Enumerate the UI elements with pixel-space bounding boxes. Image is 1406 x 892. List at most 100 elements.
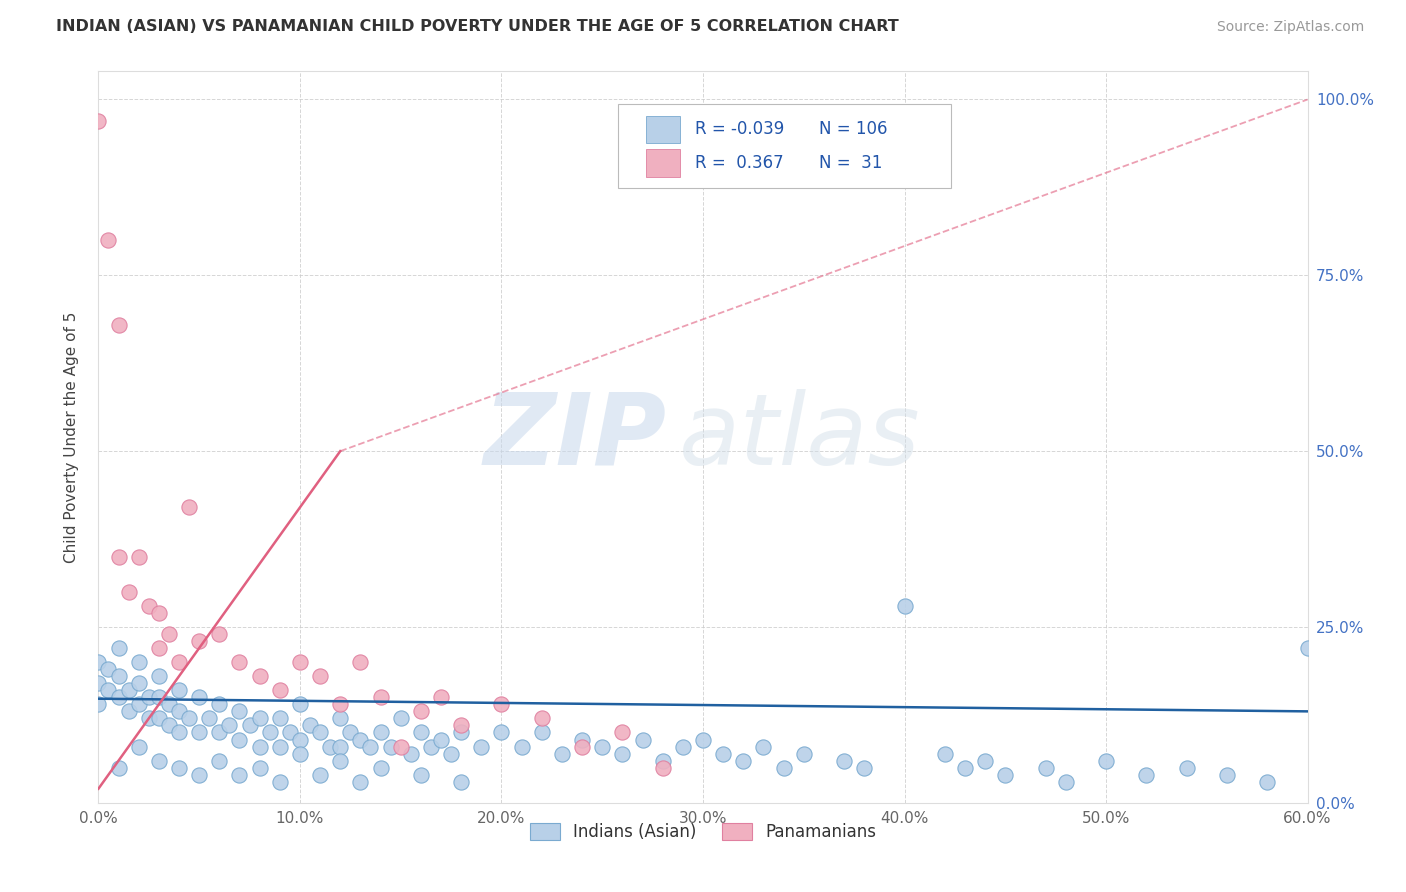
Point	[97, 683, 120, 698]
Point	[591, 739, 613, 754]
Point	[360, 739, 382, 754]
Point	[612, 725, 634, 739]
Point	[167, 655, 190, 669]
Point	[1095, 754, 1118, 768]
Point	[228, 732, 250, 747]
Point	[97, 233, 120, 247]
Text: atlas: atlas	[679, 389, 921, 485]
Point	[148, 711, 170, 725]
Point	[128, 549, 150, 564]
Point	[148, 690, 170, 705]
Point	[692, 732, 714, 747]
Point	[389, 739, 412, 754]
Point	[87, 113, 110, 128]
Point	[128, 698, 150, 712]
Point	[430, 690, 453, 705]
Point	[530, 725, 553, 739]
Point	[329, 698, 352, 712]
Point	[138, 690, 160, 705]
Point	[208, 754, 231, 768]
Point	[793, 747, 815, 761]
Point	[1175, 761, 1198, 775]
Legend: Indians (Asian), Panamanians: Indians (Asian), Panamanians	[522, 814, 884, 849]
Point	[832, 754, 855, 768]
Point	[772, 761, 794, 775]
Point	[631, 732, 654, 747]
Text: INDIAN (ASIAN) VS PANAMANIAN CHILD POVERTY UNDER THE AGE OF 5 CORRELATION CHART: INDIAN (ASIAN) VS PANAMANIAN CHILD POVER…	[56, 20, 898, 34]
FancyBboxPatch shape	[647, 149, 681, 178]
Text: R =  0.367: R = 0.367	[695, 154, 783, 172]
FancyBboxPatch shape	[647, 116, 681, 144]
Point	[188, 634, 211, 648]
Point	[167, 705, 190, 719]
Point	[167, 761, 190, 775]
Point	[288, 747, 311, 761]
Text: Source: ZipAtlas.com: Source: ZipAtlas.com	[1216, 21, 1364, 34]
Point	[208, 725, 231, 739]
Point	[440, 747, 463, 761]
Point	[1296, 641, 1319, 656]
Point	[1216, 767, 1239, 781]
Point	[288, 732, 311, 747]
Point	[430, 732, 453, 747]
Point	[974, 754, 997, 768]
Point	[249, 669, 271, 683]
Point	[107, 318, 129, 332]
Point	[269, 683, 291, 698]
Point	[269, 711, 291, 725]
Point	[228, 655, 250, 669]
Point	[269, 774, 291, 789]
Point	[87, 698, 110, 712]
Point	[148, 606, 170, 620]
Point	[249, 761, 271, 775]
Point	[370, 761, 392, 775]
Point	[249, 711, 271, 725]
Point	[87, 676, 110, 690]
Point	[288, 698, 311, 712]
Point	[128, 676, 150, 690]
Point	[148, 641, 170, 656]
Point	[339, 725, 361, 739]
Point	[118, 683, 141, 698]
Point	[138, 711, 160, 725]
Point	[349, 655, 371, 669]
Point	[148, 669, 170, 683]
Point	[370, 725, 392, 739]
Point	[1256, 774, 1278, 789]
Text: R = -0.039: R = -0.039	[695, 120, 783, 138]
Point	[711, 747, 734, 761]
Point	[179, 711, 201, 725]
Point	[470, 739, 492, 754]
Point	[299, 718, 322, 732]
Point	[107, 669, 129, 683]
Point	[188, 767, 211, 781]
Point	[450, 718, 472, 732]
Point	[994, 767, 1017, 781]
Point	[853, 761, 876, 775]
Point	[491, 698, 513, 712]
Point	[733, 754, 755, 768]
Point	[329, 739, 352, 754]
Point	[450, 725, 472, 739]
Point	[370, 690, 392, 705]
Point	[128, 739, 150, 754]
Point	[87, 655, 110, 669]
Point	[208, 698, 231, 712]
Point	[399, 747, 422, 761]
Point	[278, 725, 301, 739]
Point	[228, 767, 250, 781]
Point	[893, 599, 915, 613]
Point	[752, 739, 775, 754]
Point	[198, 711, 221, 725]
Point	[409, 767, 432, 781]
Point	[259, 725, 281, 739]
Point	[179, 500, 201, 515]
Point	[188, 725, 211, 739]
Text: N = 106: N = 106	[820, 120, 887, 138]
Point	[571, 739, 593, 754]
Point	[389, 711, 412, 725]
Text: ZIP: ZIP	[484, 389, 666, 485]
Point	[420, 739, 443, 754]
Point	[380, 739, 402, 754]
Point	[309, 669, 332, 683]
